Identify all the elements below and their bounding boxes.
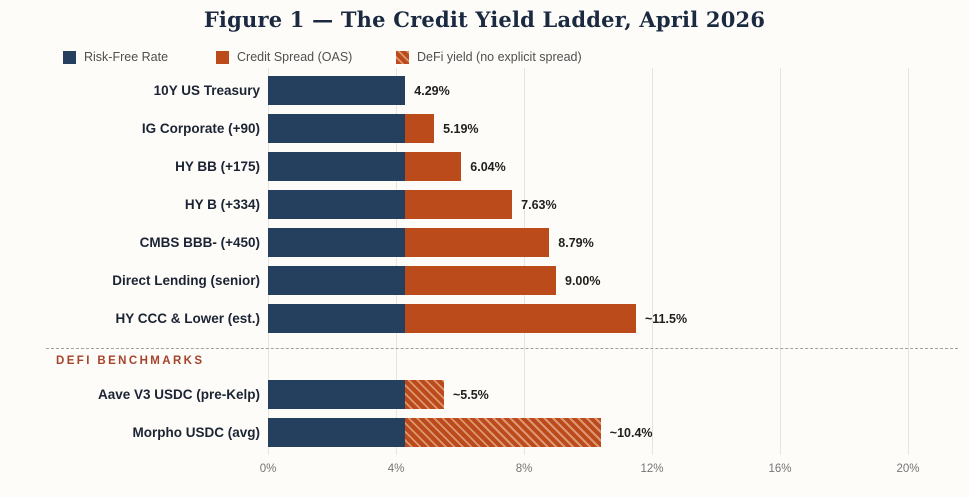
category-label: HY CCC & Lower (est.)	[115, 311, 260, 326]
x-tick-label-4: 4%	[387, 463, 405, 475]
defi-section-label: DEFI BENCHMARKS	[56, 355, 205, 367]
x-tick-label-20: 20%	[896, 463, 920, 475]
x-tick-label-16: 16%	[768, 463, 792, 475]
bar-segment-spread	[405, 190, 513, 219]
legend-label-credit-spread: Credit Spread (OAS)	[237, 50, 353, 64]
gridline-8	[524, 68, 525, 455]
bar-segment-spread	[405, 266, 556, 295]
bar-segment-spread	[405, 152, 462, 181]
legend-label-risk-free: Risk-Free Rate	[84, 50, 169, 64]
bar-value-label: ~10.4%	[609, 426, 653, 440]
category-label: 10Y US Treasury	[153, 83, 260, 98]
bar-segment-risk-free	[268, 304, 406, 333]
x-tick-label-12: 12%	[640, 463, 664, 475]
bar-segment-spread	[405, 114, 435, 143]
x-tick-label-8: 8%	[515, 463, 533, 475]
gridline-20	[908, 68, 909, 455]
defi-divider-line	[46, 348, 958, 349]
category-label: HY BB (+175)	[175, 159, 260, 174]
bar-segment-risk-free	[268, 418, 406, 447]
gridline-16	[780, 68, 781, 455]
x-tick-label-0: 0%	[259, 463, 277, 475]
risk-free-swatch-icon	[63, 50, 76, 64]
bar-segment-spread	[405, 304, 636, 333]
bar-value-label: 8.79%	[558, 236, 594, 250]
gridline-4	[396, 68, 397, 455]
category-label: Direct Lending (senior)	[112, 273, 260, 288]
bar-segment-risk-free	[268, 114, 406, 143]
category-label: CMBS BBB- (+450)	[139, 235, 260, 250]
gridline-0	[268, 68, 269, 455]
bar-value-label: 6.04%	[470, 160, 506, 174]
legend-item-risk-free: Risk-Free Rate	[63, 49, 168, 65]
legend-item-credit-spread: Credit Spread (OAS)	[216, 49, 352, 65]
bar-segment-spread	[405, 380, 444, 409]
bar-segment-spread	[405, 228, 550, 257]
bar-segment-risk-free	[268, 266, 406, 295]
legend-item-defi-yield: DeFi yield (no explicit spread)	[396, 49, 582, 65]
bar-value-label: 9.00%	[565, 274, 601, 288]
bar-segment-risk-free	[268, 76, 406, 105]
bar-segment-risk-free	[268, 152, 406, 181]
gridline-12	[652, 68, 653, 455]
bar-segment-risk-free	[268, 228, 406, 257]
category-label: HY B (+334)	[184, 197, 260, 212]
figure-title: Figure 1 — The Credit Yield Ladder, Apri…	[203, 7, 766, 32]
credit-spread-swatch-icon	[216, 50, 229, 64]
bar-segment-risk-free	[268, 380, 406, 409]
bar-segment-risk-free	[268, 190, 406, 219]
defi-yield-swatch-icon	[396, 50, 409, 64]
category-label: Aave V3 USDC (pre-Kelp)	[97, 387, 260, 402]
category-label: IG Corporate (+90)	[141, 121, 260, 136]
bar-segment-spread	[405, 418, 601, 447]
bar-value-label: 5.19%	[443, 122, 479, 136]
bar-value-label: 7.63%	[521, 198, 557, 212]
bar-value-label: ~11.5%	[645, 312, 688, 326]
bar-value-label: 4.29%	[414, 84, 450, 98]
category-label: Morpho USDC (avg)	[132, 425, 261, 440]
bar-value-label: ~5.5%	[453, 388, 489, 402]
legend-label-defi-yield: DeFi yield (no explicit spread)	[417, 50, 582, 64]
